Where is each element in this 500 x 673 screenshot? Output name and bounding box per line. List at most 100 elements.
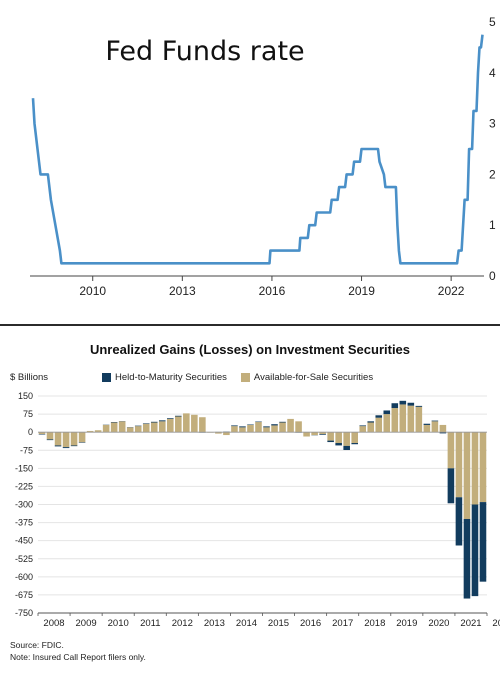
afs-bar: [70, 432, 78, 446]
x-tick-label: 2012: [172, 618, 193, 629]
x-tick-label: 2018: [364, 618, 385, 629]
htm-bar: [359, 425, 367, 427]
y-tick-label: 1: [489, 218, 496, 232]
htm-bar: [327, 440, 334, 443]
htm-bar: [46, 439, 54, 441]
afs-bar: [126, 427, 134, 433]
y-tick-label: -375: [15, 518, 33, 528]
afs-bar: [287, 418, 294, 433]
y-tick-label: 150: [18, 391, 33, 401]
htm-bar: [231, 425, 238, 427]
afs-bar: [375, 417, 383, 433]
htm-bar: [70, 445, 78, 447]
x-tick-label: 2014: [236, 618, 257, 629]
afs-bar: [86, 430, 94, 433]
fed-funds-chart: 2010 2013 2016 2019 2022 0 1 2 3 4 5: [30, 15, 496, 298]
afs-bar: [118, 421, 126, 433]
htm-bar: [391, 403, 399, 409]
panel-divider: [0, 324, 500, 326]
htm-bar: [431, 420, 439, 422]
legend-item-htm: Held-to-Maturity Securities: [102, 372, 227, 383]
legend-swatch-afs: [240, 373, 250, 382]
x-tick-label: 2015: [268, 618, 289, 629]
afs-bar: [223, 432, 230, 436]
source-text: Source: FDIC.: [10, 640, 64, 650]
x-tick-label: 2017: [332, 618, 353, 629]
htm-bar: [367, 421, 375, 423]
legend-item-afs: Available-for-Sale Securities: [240, 372, 374, 383]
y-tick-label: -600: [15, 572, 33, 582]
unrealized-gains-panel: Unrealized Gains (Losses) on Investment …: [0, 326, 500, 673]
x-tick-label: 2011: [140, 618, 160, 629]
htm-bar: [150, 421, 158, 423]
htm-bar: [167, 418, 174, 419]
htm-bar: [423, 423, 431, 425]
htm-bar: [351, 443, 358, 445]
afs-bar: [399, 404, 407, 433]
afs-bar: [351, 432, 358, 444]
htm-bar: [407, 402, 415, 406]
y-tick-label: 75: [23, 409, 33, 419]
y-tick-label: -750: [15, 608, 33, 618]
legend-label-htm: Held-to-Maturity Securities: [115, 372, 227, 383]
afs-bar: [383, 414, 391, 433]
htm-bar: [158, 420, 166, 422]
htm-bar: [463, 518, 471, 599]
fed-funds-title: Fed Funds rate: [105, 36, 305, 67]
y-tick-label: -450: [15, 536, 33, 546]
htm-bar: [175, 415, 182, 417]
y-tick-label: -75: [20, 445, 33, 455]
afs-bar: [391, 408, 399, 433]
y-tick-label: -525: [15, 554, 33, 564]
x-tick-label: 2013: [204, 618, 225, 629]
chart-legend: Held-to-Maturity Securities Available-fo…: [102, 372, 373, 383]
htm-bar: [415, 405, 423, 407]
source-notes: Source: FDIC. Note: Insured Call Report …: [10, 639, 146, 663]
afs-bar: [407, 405, 415, 433]
afs-bar: [319, 432, 326, 435]
htm-bar: [399, 400, 407, 405]
afs-bar: [463, 432, 471, 519]
y-tick-label: -225: [15, 481, 33, 491]
afs-bar: [110, 422, 118, 433]
afs-bar: [102, 424, 110, 433]
x-tick-label: 2022: [492, 618, 500, 629]
afs-bar: [431, 421, 439, 433]
unrealized-gains-chart: 150 75 0 -75 -150 -225 -300 -375 -450 -525 -600 -67…: [15, 391, 500, 629]
note-text: Note: Insured Call Report filers only.: [10, 652, 146, 662]
afs-bar: [263, 427, 270, 433]
afs-bar: [271, 425, 278, 433]
htm-bar: [263, 426, 270, 428]
afs-bar: [150, 422, 158, 433]
afs-bar: [439, 424, 447, 433]
afs-bar: [295, 421, 302, 433]
y-tick-label: -150: [15, 463, 33, 473]
y-tick-label: 0: [489, 269, 496, 283]
x-tick-label: 2013: [169, 284, 196, 298]
htm-bar: [62, 447, 70, 449]
fed-funds-panel: Fed Funds rate 2010 2013 2016 2019 2022 0 1 2 3 4…: [0, 0, 500, 324]
x-tick-label: 2019: [348, 284, 375, 298]
htm-bar: [54, 445, 62, 447]
afs-bar: [311, 432, 318, 436]
unrealized-gains-title: Unrealized Gains (Losses) on Investment …: [89, 342, 411, 357]
afs-bar: [415, 406, 423, 433]
htm-bar: [447, 468, 455, 504]
afs-bar: [199, 417, 206, 433]
afs-bar: [247, 424, 254, 433]
fed-funds-rate-line: [31, 34, 484, 265]
htm-bar: [455, 497, 463, 546]
htm-bar: [439, 432, 447, 434]
legend-label-afs: Available-for-Sale Securities: [253, 372, 374, 383]
afs-bar: [62, 432, 70, 448]
afs-bar: [479, 432, 487, 503]
afs-bar: [38, 432, 46, 435]
afs-bar: [94, 430, 102, 433]
y-tick-label: 0: [28, 427, 33, 437]
y-tick-label: 3: [489, 117, 496, 131]
afs-bar: [142, 423, 150, 433]
afs-bar: [191, 414, 198, 433]
htm-bar: [335, 443, 342, 446]
afs-bar: [215, 432, 222, 434]
afs-bar: [175, 416, 182, 433]
